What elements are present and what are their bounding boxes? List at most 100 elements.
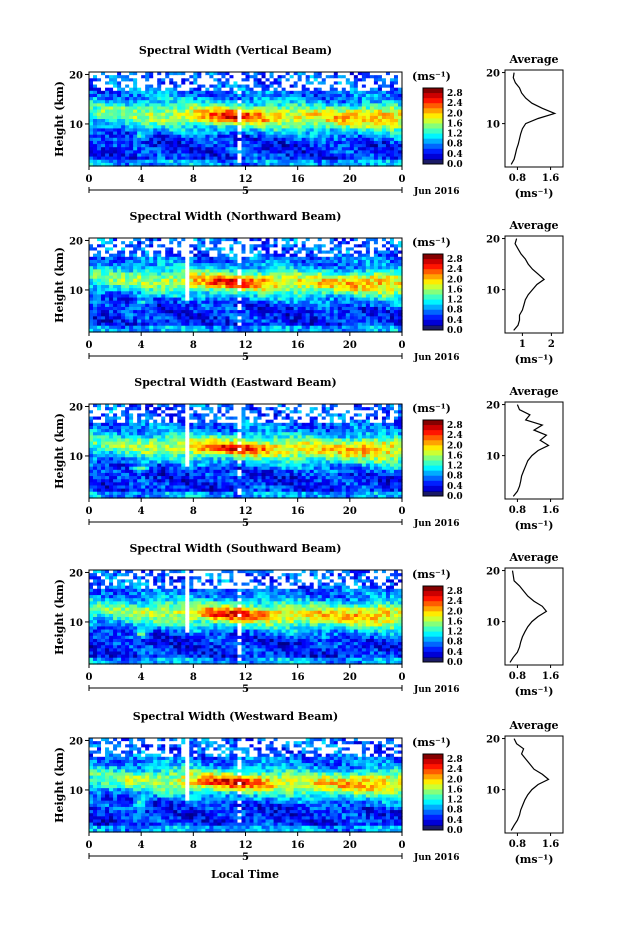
heatmap-cell	[129, 122, 134, 126]
heatmap-cell	[117, 281, 122, 286]
heatmap-cell	[293, 100, 299, 104]
heatmap-cell	[389, 84, 395, 89]
heatmap-cell	[201, 247, 206, 252]
heatmap-cell	[213, 325, 219, 330]
heatmap-cell	[201, 313, 206, 317]
heatmap-cell	[185, 250, 190, 255]
heatmap-cell	[329, 106, 335, 111]
heatmap-cell	[165, 112, 170, 117]
heatmap-cell	[93, 100, 98, 104]
heatmap-cell	[149, 78, 154, 82]
heatmap-cell	[277, 100, 283, 104]
heatmap-cell	[141, 93, 146, 98]
heatmap-cell	[89, 256, 94, 261]
heatmap-cell	[209, 241, 214, 245]
heatmap-cell	[333, 115, 339, 120]
heatmap-cell	[333, 72, 339, 76]
heatmap-cell	[177, 78, 182, 82]
heatmap-cell	[209, 281, 214, 286]
heatmap-cell	[109, 119, 114, 123]
heatmap-cell	[289, 72, 295, 76]
heatmap-cell	[197, 87, 202, 92]
heatmap-cell	[397, 84, 403, 89]
heatmap-cell	[237, 263, 243, 267]
heatmap-cell	[189, 325, 194, 330]
heatmap-cell	[113, 128, 118, 133]
heatmap-cell	[321, 159, 327, 164]
heatmap-cell	[237, 159, 243, 164]
heatmap-cell	[357, 162, 363, 167]
heatmap-cell	[133, 294, 138, 299]
heatmap-cell	[249, 119, 255, 123]
heatmap-cell	[181, 325, 186, 330]
heatmap-cell	[145, 100, 150, 104]
heatmap-cell	[177, 140, 182, 145]
heatmap-cell	[93, 238, 98, 242]
heatmap-cell	[221, 97, 227, 101]
heatmap-cell	[161, 137, 166, 142]
heatmap-cell	[305, 109, 311, 114]
heatmap-cell	[373, 87, 379, 92]
heatmap-cell	[101, 269, 106, 274]
heatmap-cell	[253, 140, 259, 145]
heatmap-cell	[197, 93, 202, 98]
heatmap-cell	[289, 128, 295, 133]
heatmap-cell	[277, 103, 283, 108]
heatmap-cell	[125, 244, 130, 248]
heatmap-cell	[89, 81, 94, 86]
heatmap-cell	[133, 325, 138, 330]
heatmap-cell	[125, 100, 130, 104]
heatmap-cell	[229, 103, 235, 108]
heatmap-cell	[321, 119, 327, 123]
heatmap-cell	[249, 128, 255, 133]
heatmap-cell	[249, 159, 255, 164]
heatmap-cell	[173, 328, 178, 333]
heatmap-cell	[297, 128, 303, 133]
heatmap-cell	[129, 278, 134, 283]
heatmap-cell	[201, 122, 206, 126]
heatmap-cell	[113, 297, 118, 302]
heatmap-cell	[269, 131, 275, 136]
heatmap-cell	[205, 156, 210, 161]
heatmap-cell	[281, 150, 287, 155]
heatmap-cell	[113, 253, 118, 258]
heatmap-cell	[353, 109, 359, 114]
heatmap-cell	[277, 144, 283, 148]
heatmap-cell	[137, 272, 142, 277]
colorbar-segment	[423, 153, 443, 160]
heatmap-cell	[293, 122, 299, 126]
heatmap-cell	[149, 244, 154, 248]
heatmap-cell	[209, 137, 214, 142]
heatmap-cell	[325, 134, 331, 139]
heatmap-cell	[137, 294, 142, 299]
heatmap-cell	[353, 81, 359, 86]
heatmap-cell	[257, 144, 263, 148]
heatmap-cell	[97, 263, 102, 267]
heatmap-cell	[117, 134, 122, 139]
heatmap-cell	[209, 131, 214, 136]
heatmap-cell	[221, 119, 227, 123]
heatmap-cell	[233, 256, 239, 261]
heatmap-cell	[277, 109, 283, 114]
heatmap-cell	[337, 72, 343, 76]
heatmap-cell	[109, 100, 114, 104]
heatmap-cell	[125, 313, 130, 317]
heatmap-cell	[389, 78, 395, 82]
heatmap-cell	[397, 153, 403, 158]
colorbar-segment	[423, 143, 443, 150]
heatmap-cell	[213, 238, 219, 242]
heatmap-cell	[209, 156, 214, 161]
heatmap-cell	[141, 137, 146, 142]
heatmap-cell	[349, 140, 355, 145]
heatmap-cell	[241, 112, 247, 117]
heatmap-cell	[149, 150, 154, 155]
heatmap-cell	[317, 150, 323, 155]
heatmap-cell	[193, 159, 198, 164]
heatmap-cell	[153, 253, 158, 258]
heatmap-cell	[145, 291, 150, 295]
heatmap-cell	[121, 144, 126, 148]
heatmap-cell	[97, 306, 102, 311]
heatmap-cell	[257, 93, 263, 98]
heatmap-cell	[157, 109, 162, 114]
heatmap-cell	[237, 87, 243, 92]
